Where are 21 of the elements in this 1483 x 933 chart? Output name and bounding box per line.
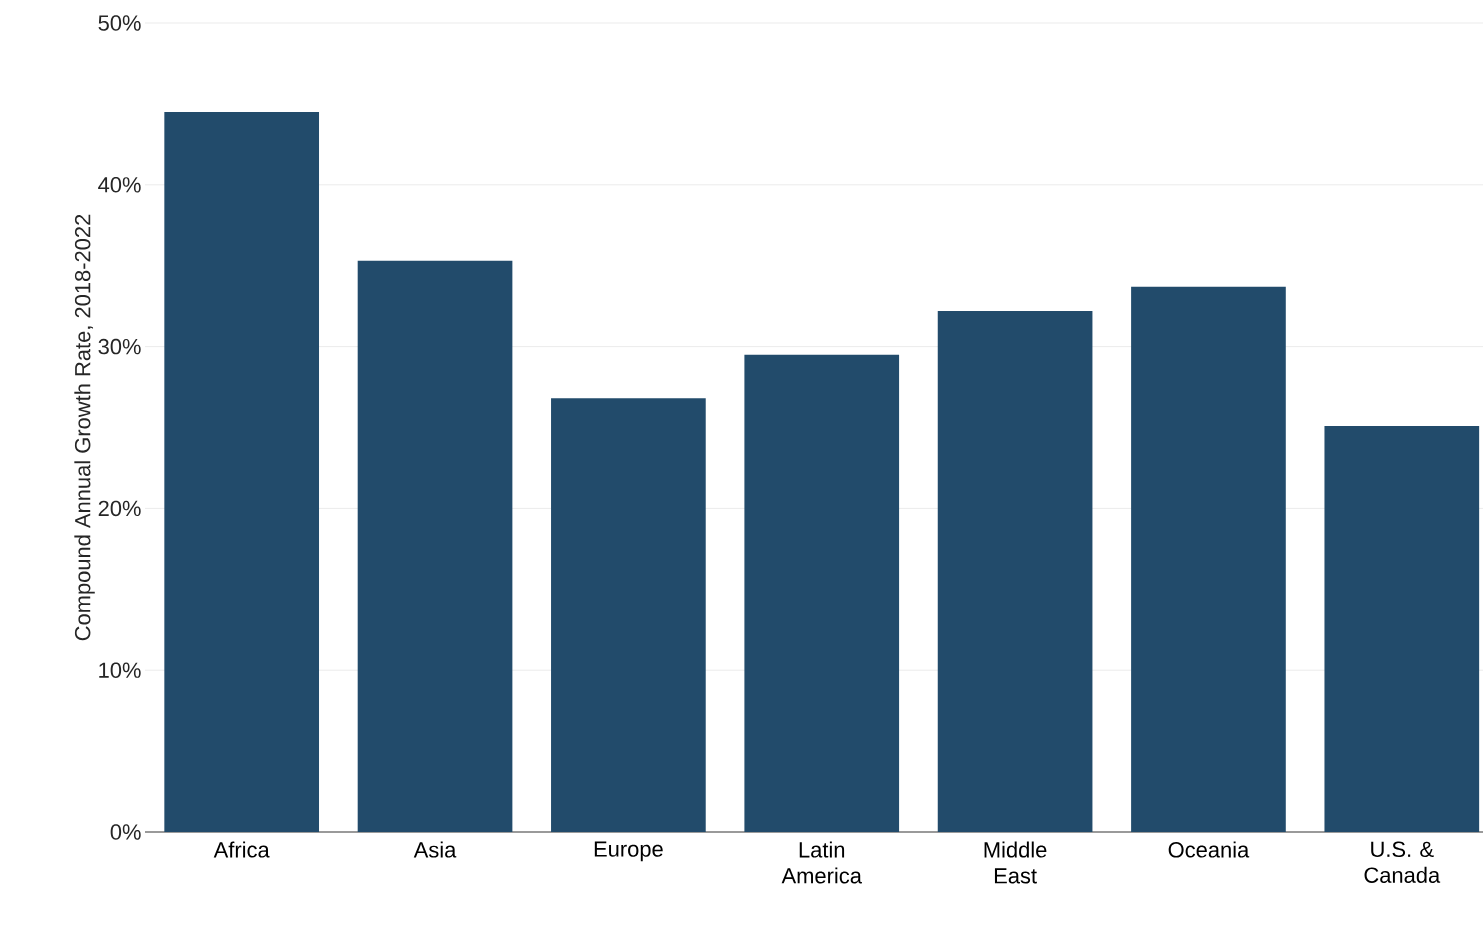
bar	[1131, 286, 1286, 832]
x-tick-label: Middle East	[984, 841, 1047, 884]
y-tick-label: 30%	[98, 338, 141, 355]
x-tick-label: Europe	[594, 841, 663, 862]
bar	[744, 354, 900, 832]
y-axis-title: Compound Annual Growth Rate, 2018-2022	[74, 214, 95, 641]
y-tick-label: 10%	[99, 662, 141, 678]
bar	[164, 111, 320, 832]
y-tick-label: 50%	[98, 15, 141, 31]
x-tick-label: U.S. & Canada	[1364, 841, 1441, 883]
bar	[937, 311, 1093, 832]
bar	[1324, 425, 1480, 832]
y-tick-label: 40%	[98, 177, 141, 193]
y-tick-label: 20%	[98, 500, 141, 517]
x-tick-label: Latin America	[781, 841, 862, 884]
bar	[357, 260, 513, 832]
bar	[551, 398, 706, 832]
y-tick-label: 0%	[110, 824, 141, 840]
x-tick-label: Asia	[413, 841, 457, 858]
x-tick-label: Oceania	[1168, 841, 1250, 858]
x-tick-label: Africa	[213, 841, 270, 858]
